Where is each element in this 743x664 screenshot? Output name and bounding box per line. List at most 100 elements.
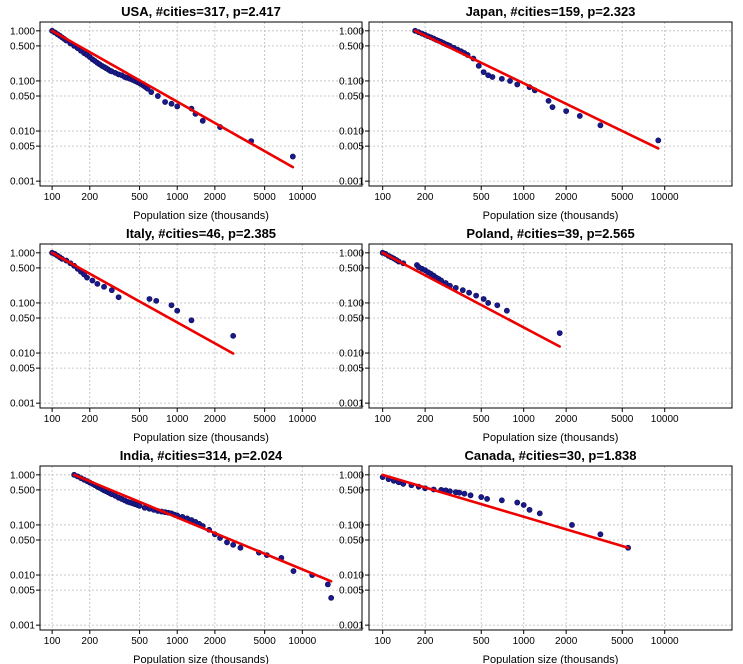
y-tick-label: 0.001: [10, 621, 35, 632]
x-tick-label: 2000: [204, 192, 227, 203]
data-point: [507, 78, 513, 84]
fit-line: [413, 29, 660, 150]
y-tick-label: 0.050: [10, 92, 35, 103]
data-point: [174, 307, 181, 314]
y-tick-label: 1.000: [10, 470, 35, 481]
data-point: [324, 581, 331, 588]
plot-frame: [39, 21, 363, 187]
data-point: [494, 302, 501, 309]
panel-4: Poland, #cities=39, p=2.565 100 200 500 1000…: [339, 226, 733, 444]
panel-6: Canada, #cities=30, p=1.838 100 200 500 1000…: [339, 448, 733, 664]
data-point: [489, 74, 496, 80]
fit-line: [381, 473, 630, 550]
data-point: [101, 283, 107, 290]
chart-title: Italy, #cities=46, p=2.385: [126, 226, 276, 241]
data-point: [461, 490, 468, 497]
plot-frame: [39, 243, 363, 409]
data-point: [466, 289, 472, 296]
plot-frame: [39, 465, 363, 631]
x-tick-label: 5000: [611, 414, 634, 425]
data-point: [569, 522, 575, 528]
data-point: [153, 297, 160, 304]
data-point: [224, 539, 230, 546]
y-tick-label: 0.050: [339, 92, 364, 103]
data-point: [514, 499, 521, 506]
x-tick-label: 1000: [166, 414, 189, 425]
y-tick-label: 0.005: [10, 586, 35, 597]
data-point: [467, 492, 474, 499]
plot-frame: [368, 465, 733, 631]
data-point: [168, 302, 175, 309]
data-point: [655, 137, 662, 144]
data-point: [576, 113, 583, 119]
data-point: [188, 317, 195, 324]
plot-frame: [368, 243, 733, 409]
y-tick-label: 1.000: [339, 26, 364, 37]
data-point: [503, 307, 510, 314]
x-tick-label: 100: [44, 636, 61, 647]
data-point: [597, 531, 604, 538]
y-tick-label: 0.100: [339, 76, 364, 87]
y-tick-label: 1.000: [339, 248, 364, 259]
y-tick-label: 0.005: [339, 364, 364, 375]
data-point: [146, 296, 153, 302]
x-tick-label: 1000: [513, 636, 536, 647]
y-tick-label: 0.500: [10, 41, 35, 52]
data-point: [230, 541, 237, 548]
y-tick-label: 0.100: [339, 520, 364, 531]
data-point: [115, 294, 122, 301]
x-tick-label: 1000: [166, 636, 189, 647]
y-tick-label: 0.010: [339, 127, 364, 138]
data-point: [154, 93, 161, 99]
data-point: [473, 292, 480, 299]
x-axis-label: Population size (thousands): [483, 210, 619, 222]
y-tick-label: 0.005: [10, 364, 35, 375]
data-point: [148, 89, 155, 95]
x-tick-label: 5000: [611, 636, 634, 647]
x-tick-label: 200: [417, 192, 434, 203]
data-point: [549, 104, 556, 111]
data-point: [485, 300, 492, 306]
y-tick-label: 0.010: [10, 571, 35, 582]
x-tick-label: 500: [473, 192, 490, 203]
x-axis-label: Population size (thousands): [133, 654, 269, 664]
x-tick-label: 200: [417, 414, 434, 425]
y-tick-label: 0.500: [339, 263, 364, 274]
x-axis-label: Population size (thousands): [483, 432, 619, 444]
y-tick-label: 0.001: [339, 177, 364, 188]
x-tick-label: 5000: [254, 636, 277, 647]
x-tick-label: 2000: [555, 192, 578, 203]
x-tick-label: 500: [131, 192, 148, 203]
chart-title: USA, #cities=317, p=2.417: [121, 4, 281, 19]
x-tick-label: 1000: [166, 192, 189, 203]
x-tick-label: 500: [131, 414, 148, 425]
y-tick-label: 0.010: [10, 349, 35, 360]
y-tick-label: 0.001: [10, 399, 35, 410]
x-tick-label: 500: [473, 414, 490, 425]
data-point: [545, 97, 552, 104]
data-point: [597, 122, 604, 129]
data-point: [289, 153, 296, 160]
y-tick-label: 0.005: [339, 586, 364, 597]
x-tick-label: 10000: [651, 636, 679, 647]
x-axis-label: Population size (thousands): [483, 654, 619, 664]
x-tick-label: 100: [44, 414, 61, 425]
y-tick-label: 0.500: [10, 485, 35, 496]
data-point: [480, 69, 487, 76]
fit-line: [72, 473, 333, 583]
x-tick-label: 10000: [651, 192, 679, 203]
data-point: [94, 280, 101, 287]
x-tick-label: 10000: [288, 192, 316, 203]
data-point: [520, 502, 527, 508]
y-tick-label: 0.500: [10, 263, 35, 274]
y-tick-label: 0.100: [10, 298, 35, 309]
y-tick-label: 1.000: [10, 248, 35, 259]
y-tick-label: 0.100: [10, 520, 35, 531]
x-tick-label: 5000: [254, 414, 277, 425]
x-tick-label: 2000: [555, 636, 578, 647]
data-point: [514, 81, 521, 88]
fit-line: [50, 29, 295, 169]
panel-2: Japan, #cities=159, p=2.323 100 200 500 1000…: [339, 4, 733, 222]
data-point: [84, 274, 90, 281]
data-point: [475, 62, 482, 69]
